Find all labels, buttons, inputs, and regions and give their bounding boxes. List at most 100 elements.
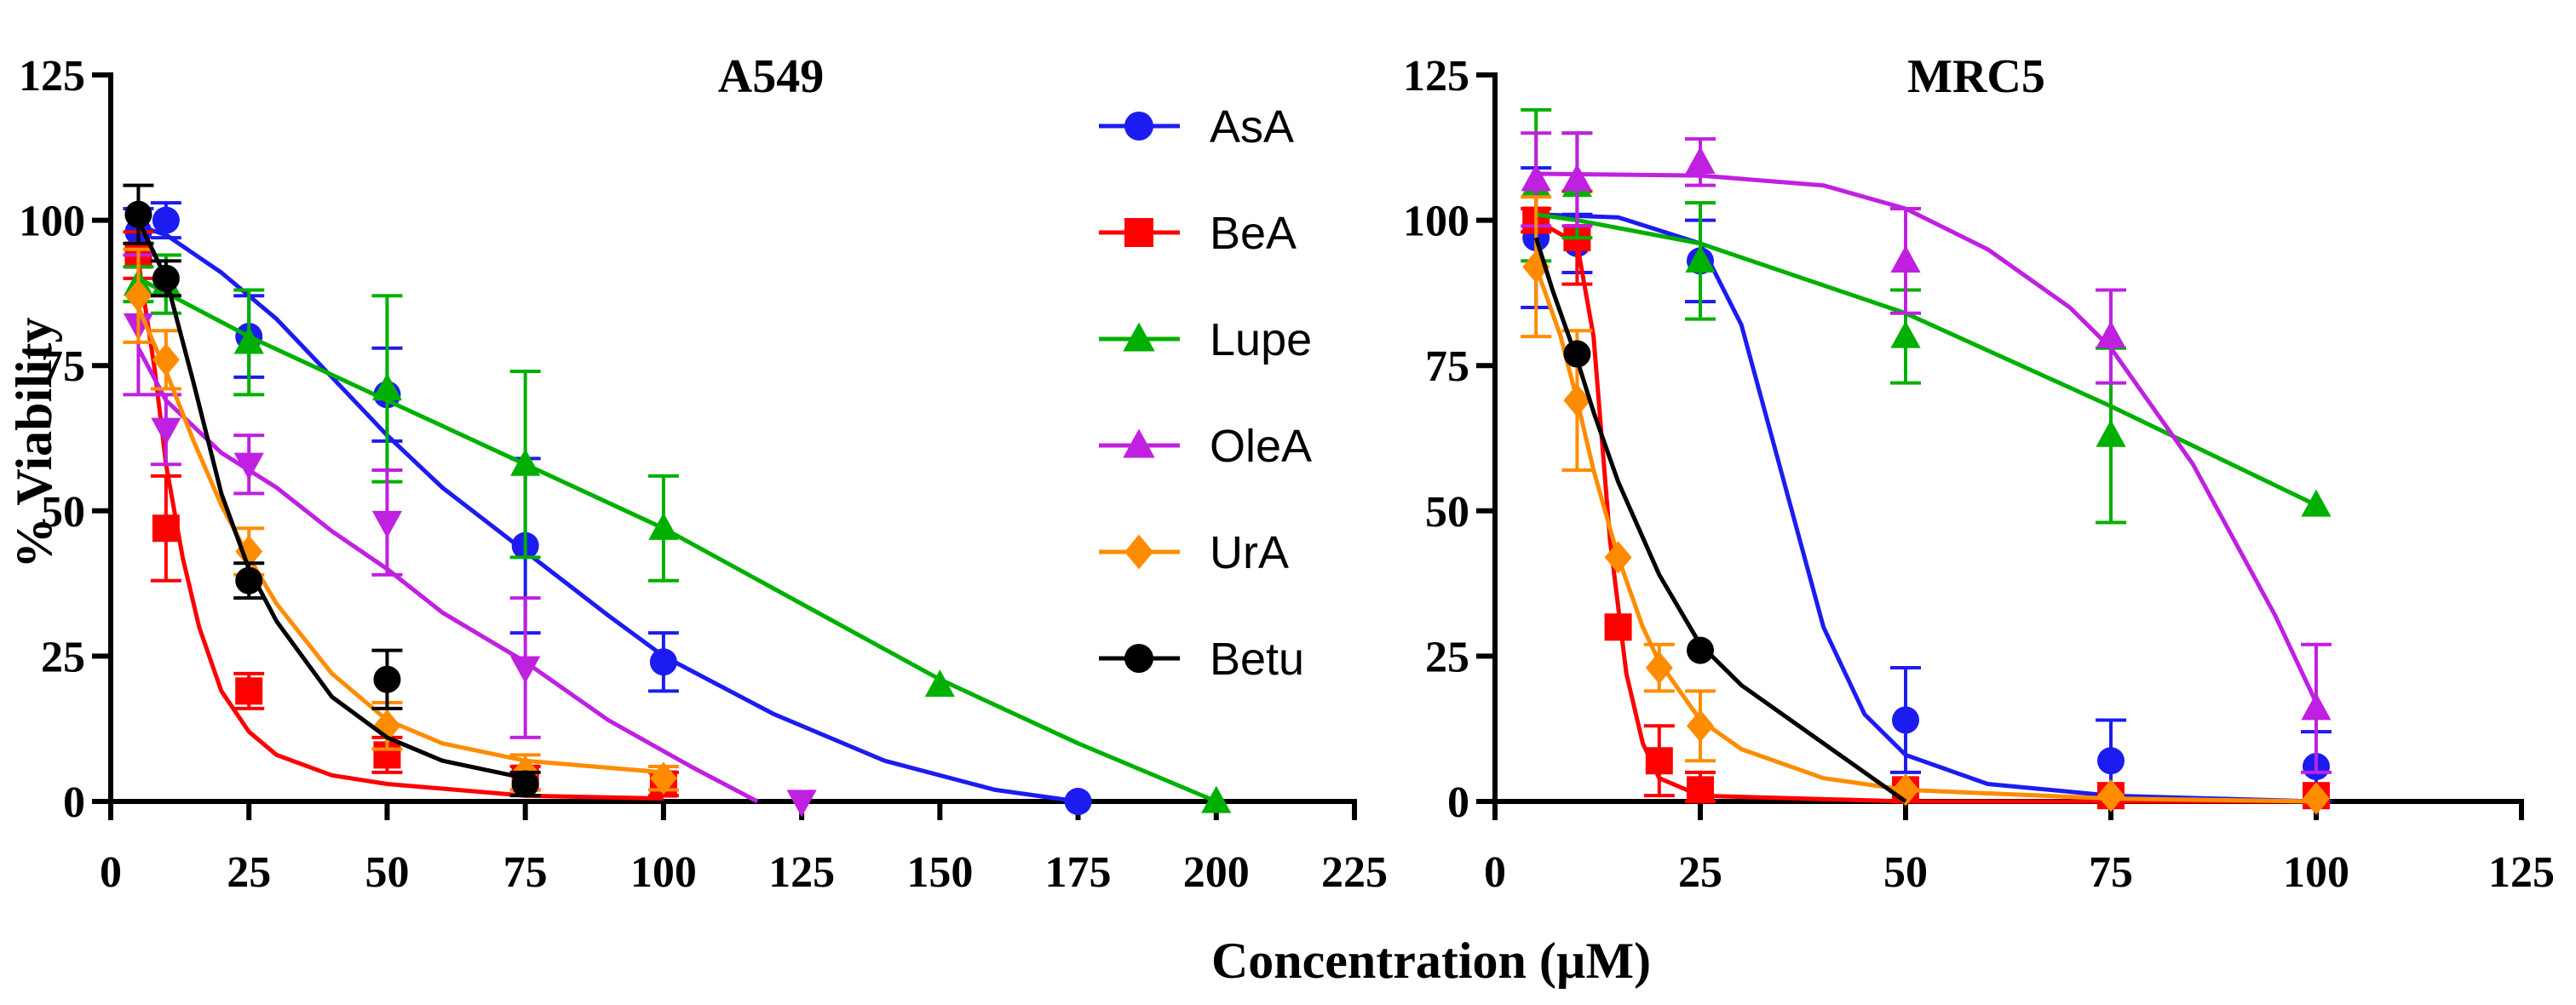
data-point-olea xyxy=(1685,146,1716,174)
x-axis-title: Concentration (µM) xyxy=(1211,933,1651,989)
series-betu xyxy=(1533,237,1907,804)
data-point-betu xyxy=(152,264,180,292)
y-tick-label: 25 xyxy=(1425,633,1469,681)
data-point-lupe xyxy=(2096,419,2126,447)
data-point-asa xyxy=(2097,747,2125,775)
data-point-lupe xyxy=(648,512,679,540)
y-tick-label: 25 xyxy=(41,633,85,681)
fit-curve-bea xyxy=(1534,218,2316,804)
data-point-betu xyxy=(1687,636,1714,664)
series-asa xyxy=(1521,166,2332,804)
data-point-olea xyxy=(2096,320,2126,348)
legend-item-olea: OleA xyxy=(1099,421,1312,472)
legend-item-asa: AsA xyxy=(1099,101,1294,152)
legend: AsA BeA Lupe OleA UrA Betu xyxy=(1099,101,1312,685)
x-tick-label: 50 xyxy=(365,848,409,897)
data-point-asa xyxy=(649,648,677,676)
x-tick-label: 100 xyxy=(2283,848,2349,897)
series-olea xyxy=(123,253,817,818)
data-point-betu xyxy=(1563,340,1591,368)
data-point-lupe xyxy=(1685,244,1716,273)
panel-mrc5: 0 25 50 75 100 125 0 25 50 75 100 125 MRC5 xyxy=(1403,50,2555,897)
data-point-ura xyxy=(649,761,677,795)
x-tick-label: 25 xyxy=(227,848,271,897)
y-tick-label: 75 xyxy=(41,342,85,391)
fit-curve-betu xyxy=(136,219,526,781)
data-point-lupe xyxy=(1201,785,1232,813)
x-tick-label: 100 xyxy=(630,848,697,897)
fit-curve-ura xyxy=(1533,266,2317,804)
series-lupe xyxy=(1521,107,2332,525)
fit-curve-asa xyxy=(137,224,1078,804)
data-point-bea xyxy=(1604,613,1632,641)
legend-item-ura: UrA xyxy=(1099,527,1289,578)
data-point-olea xyxy=(371,510,403,538)
x-tick-label: 200 xyxy=(1183,848,1250,897)
y-tick-label: 100 xyxy=(19,198,85,246)
legend-label: OleA xyxy=(1210,421,1312,472)
data-point-ura xyxy=(2303,782,2330,815)
x-tick-label: 125 xyxy=(768,848,835,897)
y-tick-label: 100 xyxy=(1403,198,1469,246)
y-tick-label: 0 xyxy=(1447,778,1469,827)
data-point-lupe xyxy=(371,373,403,401)
legend-label: BeA xyxy=(1210,208,1297,259)
fit-curve-bea xyxy=(135,261,664,801)
data-point-betu xyxy=(511,770,539,798)
legend-marker xyxy=(1124,112,1153,141)
data-point-olea xyxy=(1561,164,1592,192)
y-tick-label: 75 xyxy=(1425,342,1469,391)
data-point-ura xyxy=(152,343,180,376)
legend-marker xyxy=(1124,534,1153,570)
data-point-ura xyxy=(1892,773,1919,807)
data-point-ura xyxy=(1645,651,1673,685)
x-tick-label: 150 xyxy=(906,848,973,897)
x-tick-label: 0 xyxy=(1484,848,1506,897)
data-point-lupe xyxy=(1890,320,1921,348)
data-point-olea xyxy=(786,790,817,818)
x-tick-label: 25 xyxy=(1678,848,1722,897)
fit-curve-ura xyxy=(136,307,664,775)
y-tick-label: 50 xyxy=(41,488,85,537)
data-point-ura xyxy=(1687,709,1714,743)
fit-curve-olea xyxy=(1536,171,2319,704)
legend-marker xyxy=(1123,322,1155,352)
y-tick-label: 0 xyxy=(63,778,85,827)
data-point-bea xyxy=(1645,747,1673,775)
data-point-bea xyxy=(152,514,180,543)
legend-label: Betu xyxy=(1210,634,1304,685)
data-point-betu xyxy=(235,566,263,594)
data-point-olea xyxy=(233,452,264,480)
data-point-asa xyxy=(1892,706,1919,734)
legend-label: UrA xyxy=(1210,527,1289,578)
data-point-lupe xyxy=(233,326,264,354)
series-olea xyxy=(1521,131,2332,774)
data-point-asa xyxy=(1064,788,1092,815)
data-point-ura xyxy=(1563,383,1591,417)
data-point-betu xyxy=(124,200,152,228)
data-point-ura xyxy=(124,279,152,313)
series-asa xyxy=(123,201,1092,815)
fit-curve-lupe xyxy=(1535,212,2318,508)
series-lupe xyxy=(123,253,1232,813)
legend-label: Lupe xyxy=(1210,314,1312,365)
fit-curve-asa xyxy=(1536,212,2317,804)
data-point-lupe xyxy=(510,448,541,476)
data-point-bea xyxy=(235,677,263,705)
data-point-olea xyxy=(510,656,541,684)
y-tick-label: 125 xyxy=(1403,52,1469,100)
data-point-lupe xyxy=(2301,489,2332,517)
y-tick-label: 50 xyxy=(1425,488,1469,537)
fit-curve-lupe xyxy=(137,276,1217,804)
series-ura xyxy=(1521,195,2330,815)
data-point-ura xyxy=(235,535,263,568)
legend-marker xyxy=(1123,428,1155,458)
data-point-asa xyxy=(152,206,180,234)
y-axis-title: % Viability xyxy=(6,317,62,568)
x-tick-label: 75 xyxy=(503,848,548,897)
data-point-lupe xyxy=(924,669,955,698)
data-point-bea xyxy=(1687,776,1714,804)
legend-label: AsA xyxy=(1210,101,1294,152)
x-tick-label: 75 xyxy=(2089,848,2133,897)
